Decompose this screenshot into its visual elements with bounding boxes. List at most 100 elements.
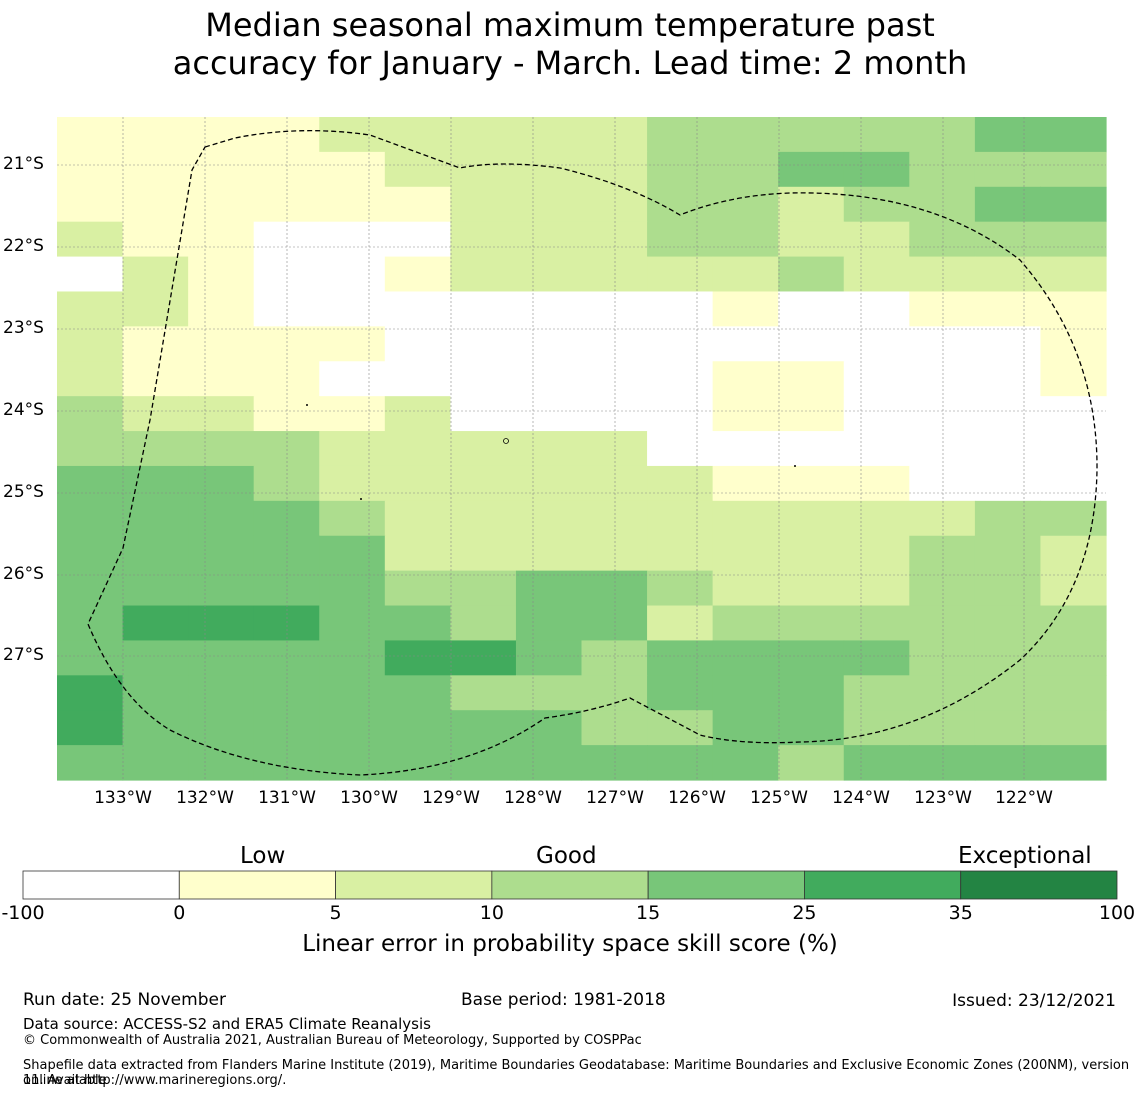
grid-cell bbox=[122, 570, 189, 607]
grid-cell bbox=[450, 570, 517, 607]
grid-cell bbox=[581, 431, 648, 467]
grid-cell bbox=[122, 745, 189, 781]
grid-cell bbox=[712, 745, 779, 781]
grid-cell bbox=[909, 291, 976, 327]
grid-cell bbox=[57, 431, 124, 467]
grid-cell bbox=[450, 465, 517, 502]
grid-cell bbox=[647, 535, 714, 572]
grid-cell bbox=[515, 151, 583, 188]
grid-cell bbox=[778, 151, 845, 188]
grid-cell bbox=[778, 675, 845, 711]
grid-cell bbox=[909, 675, 976, 711]
latitude-label: 27°S bbox=[3, 645, 44, 665]
map-title: Median seasonal maximum temperature past… bbox=[0, 6, 1140, 82]
grid-cell bbox=[188, 186, 255, 223]
grid-cell bbox=[122, 117, 189, 153]
grid-cell bbox=[647, 151, 714, 188]
grid-cell bbox=[647, 640, 714, 676]
grid-cell bbox=[909, 570, 976, 607]
grid-cell bbox=[122, 675, 189, 711]
grid-cell bbox=[188, 640, 255, 676]
grid-cell bbox=[122, 710, 189, 746]
grid-cell bbox=[909, 745, 976, 781]
grid-cell bbox=[384, 117, 451, 153]
grid-cell bbox=[712, 326, 779, 362]
grid-cell bbox=[974, 396, 1042, 432]
grid-cell bbox=[515, 675, 583, 711]
grid-cell bbox=[122, 605, 189, 642]
shapefile-credit-line-1: Shapefile data extracted from Flanders M… bbox=[23, 1058, 1130, 1088]
grid-cell bbox=[778, 186, 845, 223]
grid-cell bbox=[450, 186, 517, 223]
grid-cell bbox=[974, 710, 1042, 746]
grid-cell bbox=[515, 465, 583, 502]
grid-cell bbox=[384, 675, 451, 711]
grid-cell bbox=[909, 500, 976, 537]
longitude-label: 127°W bbox=[586, 788, 644, 808]
grid-cell bbox=[188, 675, 255, 711]
grid-cell bbox=[122, 151, 189, 188]
grid-cell bbox=[57, 500, 124, 537]
colorbar-segment bbox=[335, 870, 493, 900]
grid-cell bbox=[843, 605, 910, 642]
grid-cell bbox=[974, 291, 1042, 327]
grid-cell bbox=[647, 500, 714, 537]
grid-cell bbox=[581, 500, 648, 537]
grid-cell bbox=[188, 465, 255, 502]
grid-cell bbox=[843, 326, 910, 362]
grid-cell bbox=[253, 431, 320, 467]
grid-cell bbox=[647, 465, 714, 502]
grid-cell bbox=[515, 710, 583, 746]
grid-cell bbox=[122, 291, 189, 327]
grid-cell bbox=[581, 570, 648, 607]
grid-cell bbox=[319, 151, 386, 188]
grid-cell bbox=[974, 117, 1042, 153]
colorbar-tick: 100 bbox=[1098, 902, 1136, 924]
grid-cell bbox=[647, 291, 714, 327]
grid-cell bbox=[712, 151, 779, 188]
grid-cell bbox=[188, 221, 255, 258]
grid-cell bbox=[57, 291, 124, 327]
grid-cell bbox=[319, 361, 386, 397]
grid-cell bbox=[188, 151, 255, 188]
grid-cell bbox=[1040, 396, 1107, 432]
grid-cell bbox=[319, 396, 386, 432]
grid-cell bbox=[515, 745, 583, 781]
grid-cell bbox=[319, 710, 386, 746]
grid-cell bbox=[384, 605, 451, 642]
grid-cell bbox=[122, 186, 189, 223]
grid-cell bbox=[974, 675, 1042, 711]
grid-cell bbox=[188, 605, 255, 642]
grid-cell bbox=[712, 431, 779, 467]
grid-cell bbox=[122, 326, 189, 362]
latitude-label: 25°S bbox=[3, 482, 44, 502]
grid-cell bbox=[581, 465, 648, 502]
grid-cell bbox=[1040, 186, 1107, 223]
grid-cell bbox=[909, 117, 976, 153]
grid-cell bbox=[778, 361, 845, 397]
grid-cell bbox=[778, 256, 845, 293]
run-date: Run date: 25 November bbox=[23, 990, 226, 1010]
graticule bbox=[57, 117, 1106, 780]
grid-cell bbox=[581, 186, 648, 223]
grid-cell bbox=[450, 710, 517, 746]
base-period: Base period: 1981-2018 bbox=[461, 990, 666, 1010]
grid-cell bbox=[1040, 326, 1107, 362]
grid-cell bbox=[974, 151, 1042, 188]
grid-cell bbox=[778, 221, 845, 258]
longitude-label: 122°W bbox=[995, 788, 1053, 808]
grid-cell bbox=[843, 570, 910, 607]
grid-cell bbox=[647, 361, 714, 397]
grid-cell bbox=[1040, 675, 1107, 711]
grid-cell bbox=[843, 745, 910, 781]
grid-cell bbox=[974, 570, 1042, 607]
grid-cell bbox=[319, 570, 386, 607]
grid-cell bbox=[1040, 640, 1107, 676]
grid-cell bbox=[712, 570, 779, 607]
grid-cell bbox=[57, 535, 124, 572]
grid-cell bbox=[122, 361, 189, 397]
grid-cell bbox=[1040, 710, 1107, 746]
grid-cell bbox=[909, 326, 976, 362]
colorbar-tick: 25 bbox=[792, 902, 817, 924]
latitude-label: 21°S bbox=[3, 154, 44, 174]
